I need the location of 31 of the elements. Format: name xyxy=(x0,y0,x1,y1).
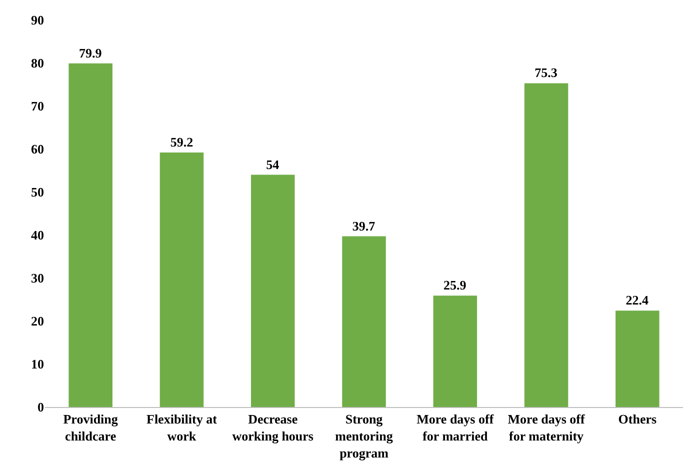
bar xyxy=(433,296,478,407)
y-tick-label: 20 xyxy=(31,314,44,329)
bar xyxy=(524,83,568,407)
x-tick-label: Others xyxy=(618,412,657,427)
data-label: 22.4 xyxy=(626,292,650,308)
y-tick-label: 10 xyxy=(31,356,44,372)
y-tick-label: 80 xyxy=(31,56,44,71)
y-tick-label: 30 xyxy=(31,270,44,286)
y-tick-label: 70 xyxy=(31,98,44,114)
x-tick-label: More days off for married xyxy=(416,412,494,444)
x-tick-label: Providing childcare xyxy=(63,412,118,444)
bar xyxy=(342,236,386,407)
y-tick-label: 0 xyxy=(38,400,44,415)
data-label: 79.9 xyxy=(78,45,102,60)
data-label: 75.3 xyxy=(534,65,558,80)
bar xyxy=(250,174,295,407)
bar xyxy=(68,63,112,407)
x-tick-label: Flexibility at work xyxy=(146,412,218,444)
data-label: 39.7 xyxy=(352,218,376,234)
y-tick-label: 40 xyxy=(31,228,44,243)
x-tick-label: More days off for maternity xyxy=(508,412,586,444)
y-tick-label: 50 xyxy=(31,184,44,200)
bar xyxy=(160,152,204,407)
data-label: 25.9 xyxy=(444,278,467,293)
data-label: 54 xyxy=(266,156,280,172)
data-label: 59.2 xyxy=(170,134,194,150)
y-tick-label: 60 xyxy=(31,142,44,157)
bar xyxy=(616,310,660,407)
y-tick-label: 90 xyxy=(31,12,44,28)
x-tick-label: Decrease working hours xyxy=(232,412,314,444)
x-tick-label: Strong mentoring program xyxy=(335,412,394,460)
